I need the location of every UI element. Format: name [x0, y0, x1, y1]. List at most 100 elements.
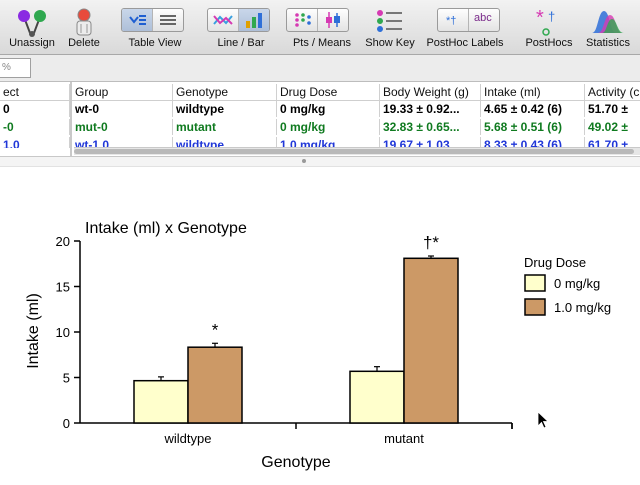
bar-chart: Intake (ml) x Genotype Genotype Intake (…	[25, 220, 611, 471]
mouse-pointer-icon	[537, 411, 550, 429]
significance-label: *	[212, 320, 219, 339]
table-view-label: Table View	[128, 37, 182, 49]
table-cell: 51.70 ±	[585, 101, 640, 117]
significance-label: †*	[423, 233, 439, 252]
table-cell: wildtype	[173, 137, 277, 148]
column-header-body-weight[interactable]: Body Weight (g)	[380, 84, 481, 100]
filter-field[interactable]: %	[0, 58, 31, 78]
statistics-icon	[592, 11, 624, 33]
table-cell: wt-1.0	[72, 137, 173, 148]
points-icon[interactable]	[287, 9, 318, 31]
posthoc-labels-label: PostHoc Labels	[426, 37, 504, 49]
statistics-label: Statistics	[585, 37, 630, 49]
points-means-segmented	[286, 8, 349, 32]
y-axis-label: Intake (ml)	[25, 293, 42, 369]
svg-text:†: †	[548, 9, 555, 24]
scrollbar-thumb[interactable]	[74, 149, 634, 154]
posthoc-letters-text: abc	[474, 12, 492, 24]
y-tick-label: 15	[56, 280, 70, 295]
bar-chart-icon[interactable]	[239, 9, 269, 31]
y-tick-label: 5	[63, 371, 70, 386]
x-tick-label: wildtype	[164, 431, 212, 446]
bar	[403, 257, 459, 424]
pane-splitter[interactable]	[0, 156, 640, 167]
column-header-activity[interactable]: Activity (c	[585, 84, 640, 100]
legend-item: 1.0 mg/kg	[554, 300, 611, 315]
table-cell: wildtype	[173, 101, 277, 117]
table-view-segmented	[121, 8, 184, 32]
table-cell: 19.67 ± 1.03...	[380, 137, 481, 148]
bar	[349, 370, 405, 424]
bar	[187, 346, 243, 424]
column-header-genotype[interactable]: Genotype	[173, 84, 277, 100]
statistics-button[interactable]: Statistics	[580, 0, 636, 54]
unassign-label: Unassign	[9, 37, 55, 49]
column-header-subject[interactable]: ect	[0, 84, 70, 100]
table-cell: 19.33 ± 0.92...	[380, 101, 481, 117]
table-list-icon[interactable]	[153, 9, 183, 31]
legend-swatch	[524, 298, 546, 316]
svg-text:*†: *†	[446, 15, 456, 27]
posthocs-label: PostHocs	[525, 37, 573, 49]
unassign-button[interactable]: Unassign	[2, 0, 62, 54]
table-header-row: ect Group Genotype Drug Dose Body Weight…	[0, 84, 640, 100]
posthoc-symbols-icon[interactable]: *†	[438, 9, 469, 31]
delete-label: Delete	[68, 37, 100, 49]
table-cell: 0 mg/kg	[277, 119, 380, 135]
line-bar-segmented	[207, 8, 270, 32]
line-bar-label: Line / Bar	[217, 37, 265, 49]
table-row[interactable]: 1.0 wt-1.0 wildtype 1.0 mg/kg 19.67 ± 1.…	[0, 137, 640, 148]
x-tick-label: mutant	[384, 431, 424, 446]
table-view-icon[interactable]	[122, 9, 153, 31]
table-cell: 0 mg/kg	[277, 101, 380, 117]
means-icon[interactable]	[318, 9, 348, 31]
table-row[interactable]: -0 mut-0 mutant 0 mg/kg 32.83 ± 0.65... …	[0, 119, 640, 135]
table-cell: 49.02 ±	[585, 119, 640, 135]
chart-area: Intake (ml) x Genotype Genotype Intake (…	[0, 166, 640, 480]
show-key-button[interactable]: Show Key	[362, 0, 418, 54]
legend: Drug Dose 0 mg/kg 1.0 mg/kg	[524, 255, 611, 316]
x-axis-label: Genotype	[261, 454, 330, 471]
legend-title: Drug Dose	[524, 255, 586, 270]
line-chart-icon[interactable]	[208, 9, 239, 31]
column-divider	[70, 82, 72, 156]
column-header-intake[interactable]: Intake (ml)	[481, 84, 585, 100]
posthoc-labels-segmented: *† abc	[437, 8, 500, 32]
legend-item: 0 mg/kg	[554, 276, 600, 291]
table-cell: -0	[0, 119, 70, 135]
bar	[133, 379, 189, 424]
delete-button[interactable]: Delete	[62, 0, 106, 54]
y-tick-label: 0	[63, 416, 70, 431]
bars: * †*	[133, 233, 459, 424]
table-row[interactable]: 0 wt-0 wildtype 0 mg/kg 19.33 ± 0.92... …	[0, 101, 640, 117]
show-key-label: Show Key	[365, 37, 415, 49]
posthocs-icon: * †	[536, 7, 555, 36]
table-cell: 32.83 ± 0.65...	[380, 119, 481, 135]
posthoc-letters-icon[interactable]: abc	[469, 9, 499, 31]
line-bar-control: Line / Bar	[204, 0, 278, 54]
svg-text:*: *	[536, 7, 544, 29]
column-header-drug-dose[interactable]: Drug Dose	[277, 84, 380, 100]
table-cell: 1.0 mg/kg	[277, 137, 380, 148]
table-cell: mut-0	[72, 119, 173, 135]
delete-icon	[76, 8, 92, 36]
filter-bar: %	[0, 55, 640, 82]
show-key-icon	[377, 10, 402, 32]
points-means-control: Pts / Means	[282, 0, 362, 54]
table-cell: 61.70 ±	[585, 137, 640, 148]
y-tick-label: 20	[56, 234, 70, 249]
legend-swatch	[524, 274, 546, 292]
unassign-icon	[18, 10, 46, 37]
splitter-handle-icon	[302, 159, 306, 163]
posthocs-button[interactable]: * † PostHocs	[518, 0, 580, 54]
table-horizontal-scrollbar[interactable]	[74, 147, 640, 155]
posthoc-labels-control: *† abc PostHoc Labels	[422, 0, 508, 54]
table-view-control: Table View	[118, 0, 192, 54]
column-header-group[interactable]: Group	[72, 84, 173, 100]
table-cell: 5.68 ± 0.51 (6)	[481, 119, 585, 135]
points-means-label: Pts / Means	[292, 37, 352, 49]
chart-title: Intake (ml) x Genotype	[85, 220, 247, 237]
table-cell: 0	[0, 101, 70, 117]
table-cell: 1.0	[0, 137, 70, 148]
table-cell: 4.65 ± 0.42 (6)	[481, 101, 585, 117]
